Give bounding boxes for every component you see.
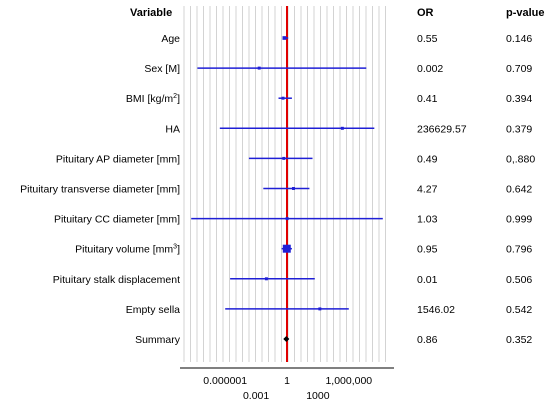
header-p-value: p-value bbox=[506, 7, 545, 19]
x-tick-label: 1,000,000 bbox=[325, 375, 372, 387]
point-estimate-pituitary-stalk-displacement bbox=[264, 277, 268, 281]
row-label-text: BMI [kg/m bbox=[126, 93, 174, 105]
point-estimate-pituitary-volume-mm bbox=[282, 244, 291, 253]
or-value-pituitary-cc-diameter-mm: 1.03 bbox=[417, 214, 438, 226]
row-label-superscript: 3 bbox=[173, 244, 177, 251]
x-tick-label: 0.001 bbox=[243, 390, 269, 402]
row-label-age: Age bbox=[161, 33, 180, 45]
row-label-pituitary-transverse-diameter-mm: Pituitary transverse diameter [mm] bbox=[20, 184, 180, 196]
or-value-ha: 236629.57 bbox=[417, 123, 467, 135]
row-label-text: Pituitary AP diameter [mm] bbox=[56, 153, 180, 165]
p-values: 0.146 0.709 0.394 0.379 0,.880 0.642 0.999 0.79… bbox=[506, 33, 535, 346]
row-label-text: Pituitary stalk displacement bbox=[53, 274, 180, 286]
x-axis-ticks: 0.000001 1 1,000,000 0.001 1000 bbox=[203, 375, 372, 402]
row-label-text: Pituitary CC diameter [mm] bbox=[54, 214, 180, 226]
or-value-pituitary-volume-mm: 0.95 bbox=[417, 244, 438, 256]
header-or: OR bbox=[417, 7, 434, 19]
p-value-bmi-kg-m: 0.394 bbox=[506, 93, 532, 105]
or-values: 0.55 0.002 0.41 236629.57 0.49 4.27 1.03 0.95 0.… bbox=[417, 33, 467, 346]
row-label-pituitary-ap-diameter-mm: Pituitary AP diameter [mm] bbox=[56, 153, 180, 165]
p-value-pituitary-stalk-displacement: 0.506 bbox=[506, 274, 532, 286]
summary-diamond bbox=[283, 336, 290, 342]
point-estimate-age bbox=[282, 36, 287, 40]
row-label-text: Sex [M] bbox=[144, 63, 180, 75]
row-label-tail: ] bbox=[177, 244, 180, 256]
row-label-text: Summary bbox=[135, 334, 181, 346]
row-label-superscript: 2 bbox=[173, 93, 177, 100]
row-label-text: Pituitary volume [mm bbox=[75, 244, 173, 256]
header-variable: Variable bbox=[130, 7, 172, 19]
row-label-summary: Summary bbox=[135, 334, 181, 346]
p-value-ha: 0.379 bbox=[506, 123, 532, 135]
or-value-age: 0.55 bbox=[417, 33, 438, 45]
vertical-grid bbox=[183, 6, 386, 362]
variable-labels: Age Sex [M] BMI [kg/m2] HA Pituitary AP diam… bbox=[20, 33, 181, 346]
point-estimate-pituitary-ap-diameter-mm bbox=[282, 156, 286, 160]
row-label-text: HA bbox=[165, 123, 180, 135]
or-value-pituitary-transverse-diameter-mm: 4.27 bbox=[417, 184, 438, 196]
point-estimate-pituitary-cc-diameter-mm bbox=[285, 217, 289, 221]
p-value-pituitary-transverse-diameter-mm: 0.642 bbox=[506, 184, 532, 196]
row-label-ha: HA bbox=[165, 123, 180, 135]
row-label-tail: ] bbox=[177, 93, 180, 105]
row-label-pituitary-volume-mm: Pituitary volume [mm3] bbox=[75, 244, 180, 256]
row-label-text: Pituitary transverse diameter [mm] bbox=[20, 184, 180, 196]
p-value-sex-m: 0.709 bbox=[506, 63, 532, 75]
or-value-empty-sella: 1546.02 bbox=[417, 304, 455, 316]
row-label-bmi-kg-m: BMI [kg/m2] bbox=[126, 93, 180, 105]
row-label-text: Age bbox=[161, 33, 180, 45]
x-tick-label: 1000 bbox=[306, 390, 330, 402]
row-label-empty-sella: Empty sella bbox=[126, 304, 180, 316]
point-estimate-pituitary-transverse-diameter-mm bbox=[292, 187, 295, 190]
row-label-sex-m: Sex [M] bbox=[144, 63, 180, 75]
point-estimate-ha bbox=[340, 126, 344, 130]
p-value-empty-sella: 0.542 bbox=[506, 304, 532, 316]
or-value-pituitary-stalk-displacement: 0.01 bbox=[417, 274, 438, 286]
p-value-age: 0.146 bbox=[506, 33, 532, 45]
row-label-text: Empty sella bbox=[126, 304, 180, 316]
point-estimate-empty-sella bbox=[318, 307, 322, 311]
confidence-intervals bbox=[191, 36, 383, 342]
or-value-sex-m: 0.002 bbox=[417, 63, 443, 75]
row-label-pituitary-stalk-displacement: Pituitary stalk displacement bbox=[53, 274, 180, 286]
point-estimate-sex-m bbox=[257, 66, 261, 70]
or-value-summary: 0.86 bbox=[417, 334, 438, 346]
row-label-pituitary-cc-diameter-mm: Pituitary CC diameter [mm] bbox=[54, 214, 180, 226]
x-tick-label: 1 bbox=[284, 375, 290, 387]
or-value-pituitary-ap-diameter-mm: 0.49 bbox=[417, 153, 438, 165]
p-value-pituitary-ap-diameter-mm: 0,.880 bbox=[506, 153, 535, 165]
x-tick-label: 0.000001 bbox=[203, 375, 247, 387]
p-value-pituitary-cc-diameter-mm: 0.999 bbox=[506, 214, 532, 226]
p-value-pituitary-volume-mm: 0.796 bbox=[506, 244, 532, 256]
p-value-summary: 0.352 bbox=[506, 334, 532, 346]
point-estimate-bmi-kg-m bbox=[281, 96, 285, 100]
or-value-bmi-kg-m: 0.41 bbox=[417, 93, 438, 105]
